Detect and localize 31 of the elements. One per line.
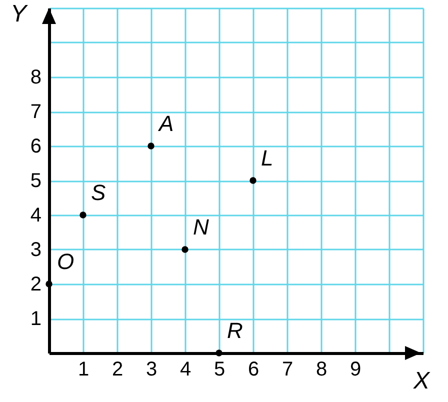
y-tick-label: 8 — [30, 66, 42, 88]
annotation: S — [91, 180, 106, 205]
annotation: A — [157, 111, 174, 136]
y-tick-label: 1 — [30, 308, 42, 330]
point — [250, 177, 256, 184]
y-tick-label: 7 — [30, 101, 42, 123]
x-tick-label: 4 — [180, 358, 192, 380]
y-tick-label: 3 — [30, 239, 42, 261]
y-tick-label: 2 — [30, 274, 42, 296]
point — [80, 212, 86, 218]
y-tick-label: 6 — [30, 136, 42, 158]
point — [182, 246, 188, 253]
point — [216, 350, 222, 356]
x-tick-label: 1 — [78, 358, 90, 380]
x-tick-label: 5 — [214, 358, 226, 380]
point — [148, 142, 154, 150]
annotation: L — [261, 146, 274, 170]
y-axis-title: Y — [10, 0, 28, 28]
annotation: R — [227, 318, 243, 343]
x-tick-label: 7 — [282, 358, 294, 380]
x-tick-label: 8 — [316, 358, 328, 380]
annotation: O — [57, 249, 74, 274]
point — [46, 280, 52, 288]
x-tick-label: 6 — [248, 358, 260, 380]
x-tick-label: 3 — [146, 358, 158, 380]
x-tick-label: 9 — [350, 358, 362, 380]
x-axis-title: X — [412, 368, 430, 394]
y-tick-label: 4 — [30, 204, 42, 226]
y-tick-label: 5 — [30, 170, 42, 192]
x-tick-label: 2 — [112, 358, 124, 380]
annotation: N — [193, 214, 209, 240]
